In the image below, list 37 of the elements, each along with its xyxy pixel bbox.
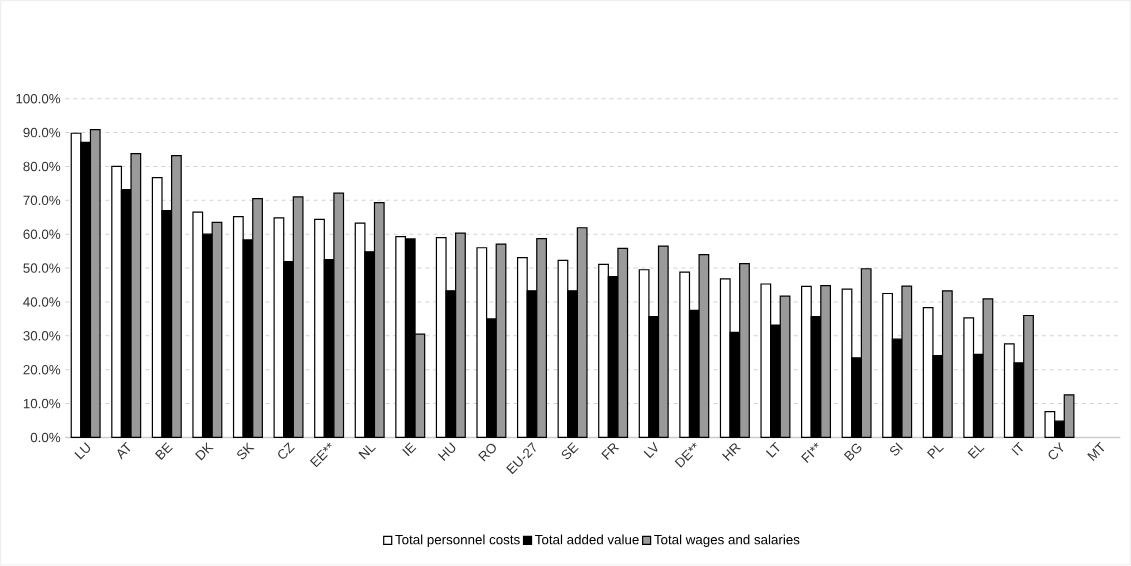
x-tick-label: PL <box>926 445 944 460</box>
x-tick-label: LT <box>765 442 780 458</box>
x-tick-label: FI** <box>801 443 819 464</box>
y-tick-label: 60.0% <box>23 229 61 240</box>
y-tick-label: 0.0% <box>30 433 61 443</box>
x-tick-label: LV <box>643 441 658 459</box>
y-tick-label: 50.0% <box>23 263 61 274</box>
x-tick-label: SE <box>561 442 579 460</box>
y-tick-label: 90.0% <box>23 128 61 138</box>
x-tick-label: SK <box>237 442 255 460</box>
x-tick-label: CY <box>1048 442 1064 460</box>
x-tick-label: EL <box>967 445 985 460</box>
y-tick-label: 10.0% <box>23 399 61 409</box>
x-tick-label: MT <box>1087 442 1105 462</box>
y-tick-label: 30.0% <box>23 331 61 341</box>
x-tick-label: RO <box>478 444 496 462</box>
x-tick-label: BE <box>155 442 173 461</box>
x-tick-label: CZ <box>278 442 295 459</box>
x-tick-label: IE <box>402 442 417 457</box>
x-tick-label: NL <box>358 445 376 460</box>
x-tick-label: HU <box>437 442 456 462</box>
x-tick-label: HR <box>722 443 741 462</box>
legend-label: Total added value <box>535 534 639 545</box>
x-tick-label: DK <box>195 442 214 461</box>
x-tick-label: SI <box>890 442 903 456</box>
legend-label: Total personnel costs <box>395 534 520 548</box>
x-tick-label: AT <box>117 442 131 460</box>
x-tick-label: IT <box>1011 442 1023 456</box>
y-tick-label: 70.0% <box>23 195 61 206</box>
y-tick-label: 20.0% <box>23 365 61 375</box>
x-tick-label: FR <box>601 443 620 461</box>
x-tick-label: BG <box>843 443 862 462</box>
x-tick-label: LU <box>74 442 91 460</box>
y-tick-label: 80.0% <box>23 161 61 172</box>
y-tick-label: 100.0% <box>16 94 61 104</box>
y-tick-label: 40.0% <box>23 297 61 307</box>
legend-label: Total wages and salaries <box>654 534 800 548</box>
